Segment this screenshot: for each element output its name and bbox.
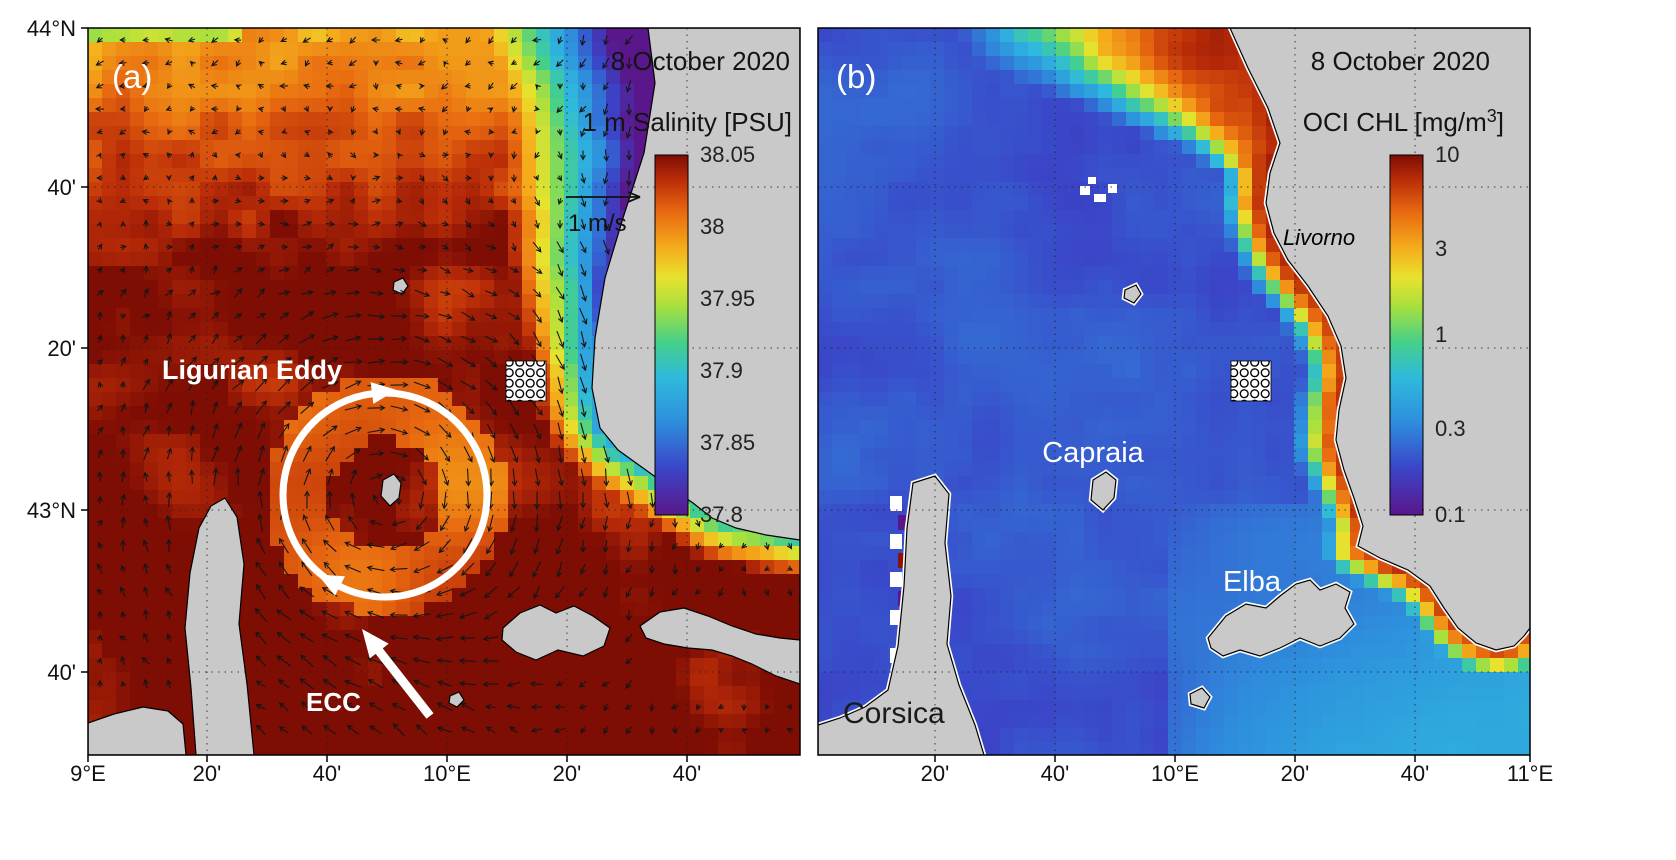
panel-b-date: 8 October 2020	[1311, 46, 1490, 76]
x-tick-label: 20'	[193, 761, 222, 786]
current-vector-layer	[94, 34, 794, 737]
colorbar-tick-label: 37.8	[700, 502, 743, 527]
place-label-livorno: Livorno	[1283, 225, 1355, 250]
colorbar-tick-label: 37.9	[700, 358, 743, 383]
place-label-capraia: Capraia	[1042, 437, 1144, 469]
panel-b-title-main: OCI CHL [mg/m	[1303, 107, 1487, 137]
x-tick-label: 40'	[313, 761, 342, 786]
colorbar-tick-label: 38.05	[700, 142, 755, 167]
panel-b-title: OCI CHL [mg/m3]	[1303, 106, 1504, 137]
colorbar-tick-label: 3	[1435, 236, 1447, 261]
colorbar-tick-label: 37.85	[700, 430, 755, 455]
panel-b-title-bracket: ]	[1497, 107, 1504, 137]
eddy-arrowhead-top-icon	[370, 382, 397, 404]
current-scale-arrow-icon	[566, 191, 641, 203]
graticule-panel-b	[818, 28, 1530, 755]
y-tick-label: 40'	[47, 175, 76, 200]
x-tick-label: 20'	[553, 761, 582, 786]
x-tick-label: 40'	[1401, 761, 1430, 786]
x-tick-label: 11°E	[1507, 761, 1553, 786]
y-tick-label: 20'	[47, 336, 76, 361]
chlorophyll-colorbar: 10 3 1 0.3 0.1	[1389, 142, 1466, 527]
x-tick-label: 10°E	[423, 761, 471, 786]
colorbar-tick-label: 1	[1435, 322, 1447, 347]
panel-a-border	[87, 27, 801, 756]
panel-a-axes: 9°E 20' 40' 10°E 20' 40' 44°N 40' 20' 43°N 40'	[27, 16, 701, 786]
panel-b-title-superscript: 3	[1487, 106, 1497, 126]
colorbar-tick-label: 38	[700, 214, 724, 239]
ligurian-eddy-label: Ligurian Eddy	[162, 355, 342, 385]
x-tick-label: 10°E	[1151, 761, 1199, 786]
ecc-arrow-line	[372, 644, 434, 719]
place-label-corsica: Corsica	[843, 697, 945, 730]
x-tick-label: 40'	[1041, 761, 1070, 786]
colorbar-tick-label: 37.95	[700, 286, 755, 311]
x-tick-label: 20'	[1281, 761, 1310, 786]
panel-b-annotations: (b) 8 October 2020 OCI CHL [mg/m3] Livor…	[836, 46, 1504, 730]
y-tick-label: 40'	[47, 660, 76, 685]
land-layer-panel-a	[88, 28, 800, 755]
land-layer-panel-b	[818, 28, 1530, 755]
station-marker-b	[1230, 360, 1272, 402]
panel-a-title: 1 m Salinity [PSU]	[582, 107, 792, 137]
x-tick-label: 40'	[673, 761, 702, 786]
panel-a-date: 8 October 2020	[611, 46, 790, 76]
ecc-arrowhead-icon	[362, 629, 389, 659]
station-marker-a	[505, 360, 547, 402]
colorbar-tick-label: 0.3	[1435, 416, 1466, 441]
colorbar-tick-label: 0.1	[1435, 502, 1466, 527]
y-tick-label: 44°N	[27, 16, 76, 41]
panel-b-label: (b)	[836, 58, 876, 95]
place-label-elba: Elba	[1223, 566, 1282, 598]
y-tick-label: 43°N	[27, 498, 76, 523]
eddy-arrowhead-bottom-icon	[317, 574, 345, 596]
x-tick-label: 20'	[921, 761, 950, 786]
panel-b-border	[817, 27, 1531, 756]
ecc-label: ECC	[306, 687, 361, 717]
panel-a-label: (a)	[112, 58, 152, 95]
scale-arrow-label: 1 m/s	[568, 210, 627, 237]
panel-b-axes: 20' 40' 10°E 20' 40' 11°E	[921, 755, 1553, 786]
colorbar-tick-label: 10	[1435, 142, 1459, 167]
panel-a-annotations: (a) 8 October 2020 1 m Salinity [PSU] 1 …	[112, 46, 792, 719]
salinity-colorbar: 38.05 38 37.95 37.9 37.85 37.8	[654, 142, 755, 527]
x-tick-label: 9°E	[70, 761, 106, 786]
